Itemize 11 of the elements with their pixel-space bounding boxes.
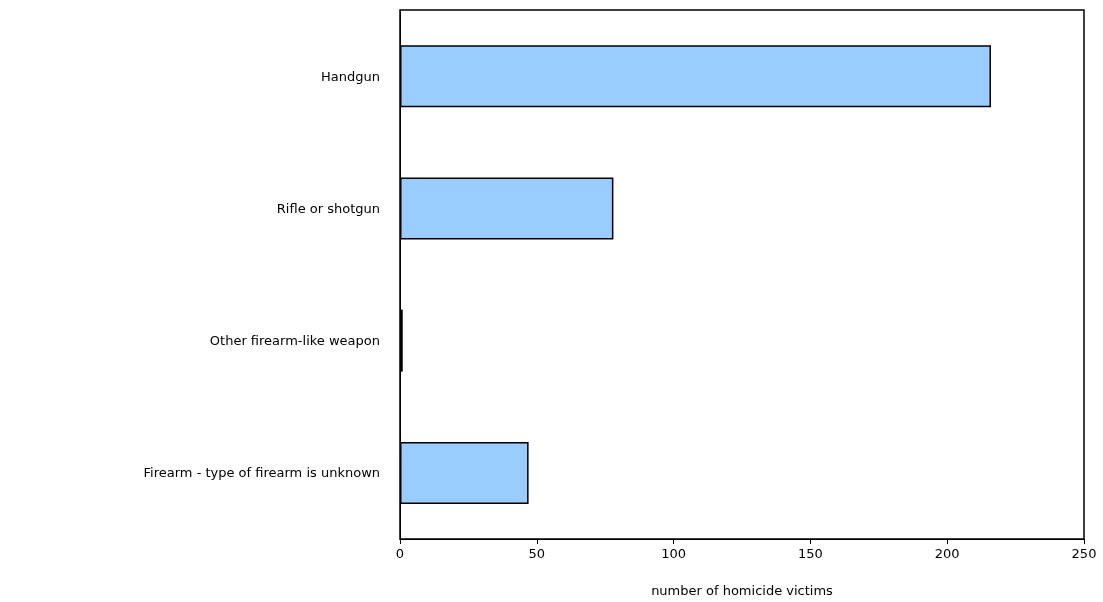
x-tick-label: 100 (661, 546, 687, 561)
x-axis-title: number of homicide victims (651, 583, 834, 598)
y-tick-label: Other firearm-like weapon (209, 333, 380, 349)
x-tick-label: 200 (934, 546, 960, 561)
y-tick-label: Firearm - type of firearm is unknown (143, 465, 380, 481)
x-tick-label: 250 (1071, 546, 1097, 561)
y-tick-label: Handgun (321, 68, 380, 84)
x-tick-label: 50 (528, 546, 546, 561)
x-tick-label: 150 (797, 546, 823, 561)
x-tick-label: 0 (395, 546, 405, 561)
y-tick-label: Rifle or shotgun (276, 200, 380, 216)
